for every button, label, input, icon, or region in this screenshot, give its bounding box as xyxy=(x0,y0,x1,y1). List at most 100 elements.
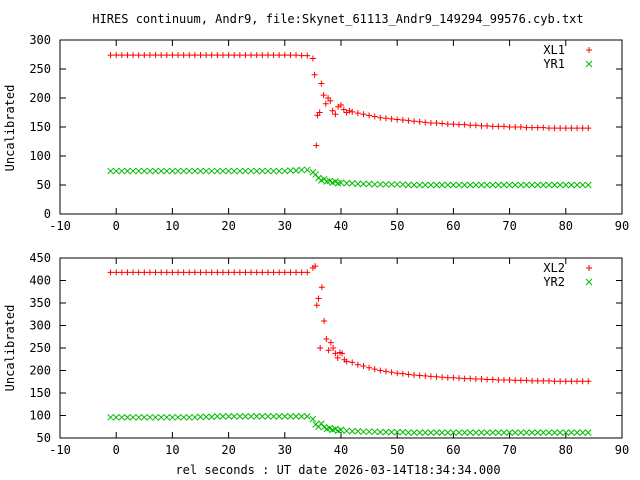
data-point-yr2 xyxy=(545,429,553,436)
legend-marker-yr1 xyxy=(585,60,593,68)
data-point-yr2 xyxy=(214,413,221,420)
data-point-xl2 xyxy=(405,371,412,378)
data-point-xl1 xyxy=(439,120,446,127)
y-tick-label: 0 xyxy=(44,207,51,221)
data-point-xl2 xyxy=(313,302,320,309)
x-tick-label: 20 xyxy=(221,443,235,457)
data-point-xl1 xyxy=(366,112,373,119)
data-point-yr1 xyxy=(298,166,306,174)
data-point-yr1 xyxy=(219,167,227,175)
data-point-xl2 xyxy=(180,269,187,276)
data-point-xl1 xyxy=(118,52,125,59)
data-point-xl1 xyxy=(158,52,165,59)
data-point-yr1 xyxy=(185,167,193,175)
y-tick-label: 300 xyxy=(29,319,51,333)
chart-title: HIRES continuum, Andr9, file:Skynet_6111… xyxy=(92,12,583,26)
data-point-xl1 xyxy=(382,115,389,122)
x-tick-label: 30 xyxy=(278,443,292,457)
data-point-xl2 xyxy=(175,269,182,276)
data-point-yr1 xyxy=(517,181,525,189)
series-xl2 xyxy=(107,263,592,385)
data-point-xl2 xyxy=(169,269,176,276)
data-point-yr1 xyxy=(247,167,255,175)
data-point-xl2 xyxy=(551,378,558,385)
data-point-xl1 xyxy=(557,125,564,132)
data-point-xl2 xyxy=(399,370,406,377)
data-point-xl2 xyxy=(253,269,260,276)
bottom-panel: Uncalibrated rel seconds : UT date 2026-… xyxy=(3,251,629,477)
data-point-xl1 xyxy=(219,52,226,59)
data-point-yr1 xyxy=(466,181,474,189)
data-point-xl1 xyxy=(318,80,325,87)
data-point-xl1 xyxy=(523,124,530,131)
data-point-yr2 xyxy=(219,413,227,420)
data-point-yr2 xyxy=(562,429,570,436)
data-point-xl1 xyxy=(472,122,479,129)
data-point-yr2 xyxy=(365,428,373,436)
data-point-xl1 xyxy=(327,97,334,104)
data-point-xl1 xyxy=(517,124,524,130)
legend-marker-xl1 xyxy=(586,47,592,53)
data-point-xl2 xyxy=(293,269,300,276)
data-point-yr2 xyxy=(489,429,497,436)
data-point-xl1 xyxy=(293,52,300,59)
data-point-yr2 xyxy=(135,413,143,421)
data-point-yr2 xyxy=(517,429,525,436)
data-point-xl1 xyxy=(467,122,474,129)
data-point-xl2 xyxy=(186,269,193,276)
data-point-xl2 xyxy=(354,361,361,368)
data-point-yr1 xyxy=(528,181,536,189)
data-point-xl1 xyxy=(311,71,318,78)
data-point-xl2 xyxy=(562,378,569,385)
data-point-yr1 xyxy=(427,181,435,189)
data-point-yr2 xyxy=(253,413,261,420)
series-yr2 xyxy=(107,413,592,436)
data-point-yr2 xyxy=(275,413,283,420)
top-panel: Uncalibrated -10 0 10 20 30 40 50 60 70 80 9005010… xyxy=(3,33,629,233)
data-point-yr2 xyxy=(421,429,429,436)
data-point-xl2 xyxy=(317,345,324,351)
y-tick-label: 50 xyxy=(37,431,51,445)
data-point-yr2 xyxy=(146,413,154,421)
data-point-yr1 xyxy=(191,167,199,175)
data-point-xl1 xyxy=(360,111,367,118)
data-point-yr2 xyxy=(337,426,345,434)
data-point-yr2 xyxy=(112,413,120,421)
data-point-yr1 xyxy=(511,181,519,189)
data-point-xl1 xyxy=(433,119,440,126)
data-point-yr2 xyxy=(466,429,474,436)
data-point-xl2 xyxy=(225,269,232,276)
data-point-xl2 xyxy=(411,372,418,378)
data-point-xl1 xyxy=(135,52,142,59)
data-point-xl2 xyxy=(427,373,434,380)
data-point-yr1 xyxy=(495,181,502,189)
x-tick-label: 70 xyxy=(502,443,516,457)
data-point-xl1 xyxy=(568,125,575,132)
data-point-xl2 xyxy=(113,269,120,276)
data-point-yr1 xyxy=(534,181,542,189)
data-point-yr2 xyxy=(303,413,311,420)
data-point-xl1 xyxy=(427,119,434,126)
data-point-yr2 xyxy=(444,429,452,436)
data-point-xl2 xyxy=(332,350,339,357)
data-point-yr2 xyxy=(534,429,542,436)
data-point-xl1 xyxy=(489,123,496,130)
data-point-yr1 xyxy=(281,167,289,175)
data-point-xl2 xyxy=(276,269,283,276)
data-point-xl2 xyxy=(152,269,159,276)
data-point-xl1 xyxy=(371,113,378,120)
data-point-yr2 xyxy=(568,429,575,436)
data-point-xl1 xyxy=(562,125,569,132)
data-point-yr1 xyxy=(348,179,356,187)
data-point-xl2 xyxy=(163,269,170,276)
data-point-xl2 xyxy=(323,336,330,342)
data-point-yr1 xyxy=(337,179,345,187)
data-point-xl2 xyxy=(500,376,507,383)
data-point-xl1 xyxy=(411,118,418,125)
data-point-xl2 xyxy=(312,263,319,270)
data-point-yr1 xyxy=(573,181,581,189)
data-point-xl1 xyxy=(346,107,353,114)
data-point-xl1 xyxy=(281,52,288,59)
data-point-xl1 xyxy=(130,52,137,59)
